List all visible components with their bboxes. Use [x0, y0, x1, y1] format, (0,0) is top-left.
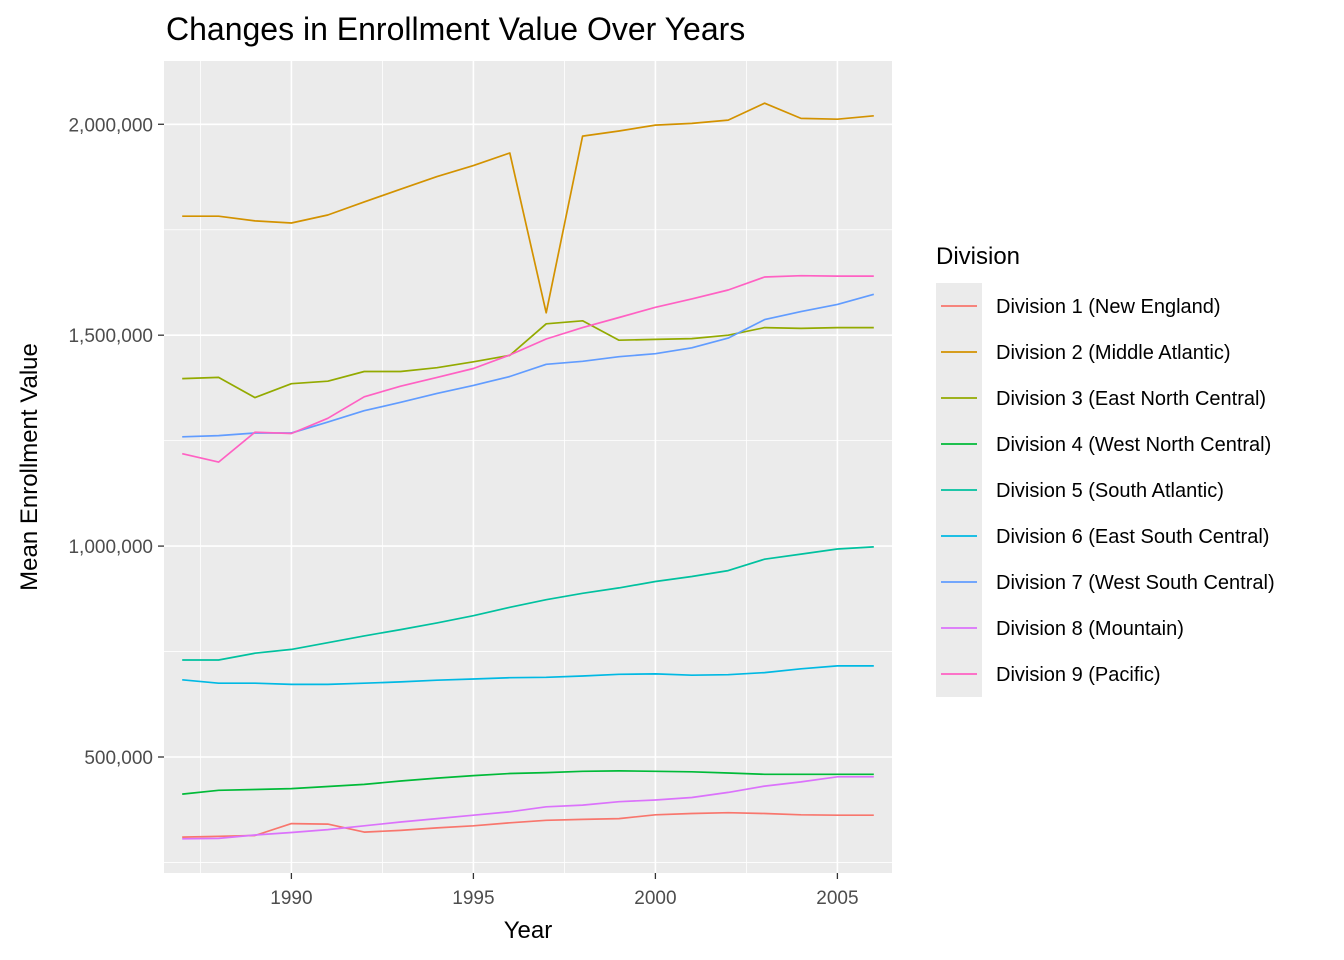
- legend-label-division-9: Division 9 (Pacific): [996, 664, 1160, 686]
- major-gridlines: [164, 61, 892, 873]
- y-axis-label: Mean Enrollment Value: [16, 343, 43, 591]
- x-tick-label: 1990: [270, 888, 312, 909]
- y-tick-label: 2,000,000: [68, 115, 153, 136]
- legend-title: Division: [936, 243, 1020, 270]
- legend-label-division-7: Division 7 (West South Central): [996, 572, 1275, 594]
- legend-label-division-8: Division 8 (Mountain): [996, 618, 1184, 640]
- series-line-division-1: [182, 811, 874, 838]
- y-tick-label: 500,000: [84, 748, 153, 769]
- legend-label-division-1: Division 1 (New England): [996, 296, 1221, 318]
- chart-title: Changes in Enrollment Value Over Years: [166, 11, 745, 47]
- plot-panel: [164, 61, 892, 873]
- x-tick-label: 1995: [452, 888, 494, 909]
- legend-items: Division 1 (New England) Division 2 (Midd…: [936, 283, 1275, 697]
- series-line-division-2: [182, 102, 874, 314]
- series-line-division-5: [182, 546, 874, 661]
- legend: Division Division 1 (New England)Divisio…: [936, 243, 1275, 697]
- x-axis-label: Year: [504, 917, 553, 944]
- legend-label-division-2: Division 2 (Middle Atlantic): [996, 342, 1231, 364]
- y-axis: 500,000 1,000,000 1,500,000 2,000,000: [68, 115, 164, 769]
- legend-label-division-5: Division 5 (South Atlantic): [996, 480, 1224, 502]
- series-line-division-3: [182, 319, 874, 399]
- series-line-division-9: [182, 274, 874, 463]
- x-axis: 1990 1995 2000 2005: [270, 873, 859, 909]
- series-lines: [182, 102, 875, 840]
- legend-label-division-4: Division 4 (West North Central): [996, 434, 1271, 456]
- series-line-division-6: [182, 665, 874, 686]
- legend-label-division-3: Division 3 (East North Central): [996, 388, 1266, 410]
- x-tick-label: 2000: [634, 888, 676, 909]
- series-line-division-8: [182, 775, 874, 840]
- legend-label-division-6: Division 6 (East South Central): [996, 526, 1269, 548]
- x-tick-label: 2005: [816, 888, 858, 909]
- y-tick-label: 1,500,000: [68, 326, 153, 347]
- y-tick-label: 1,000,000: [68, 537, 153, 558]
- series-line-division-4: [182, 770, 874, 795]
